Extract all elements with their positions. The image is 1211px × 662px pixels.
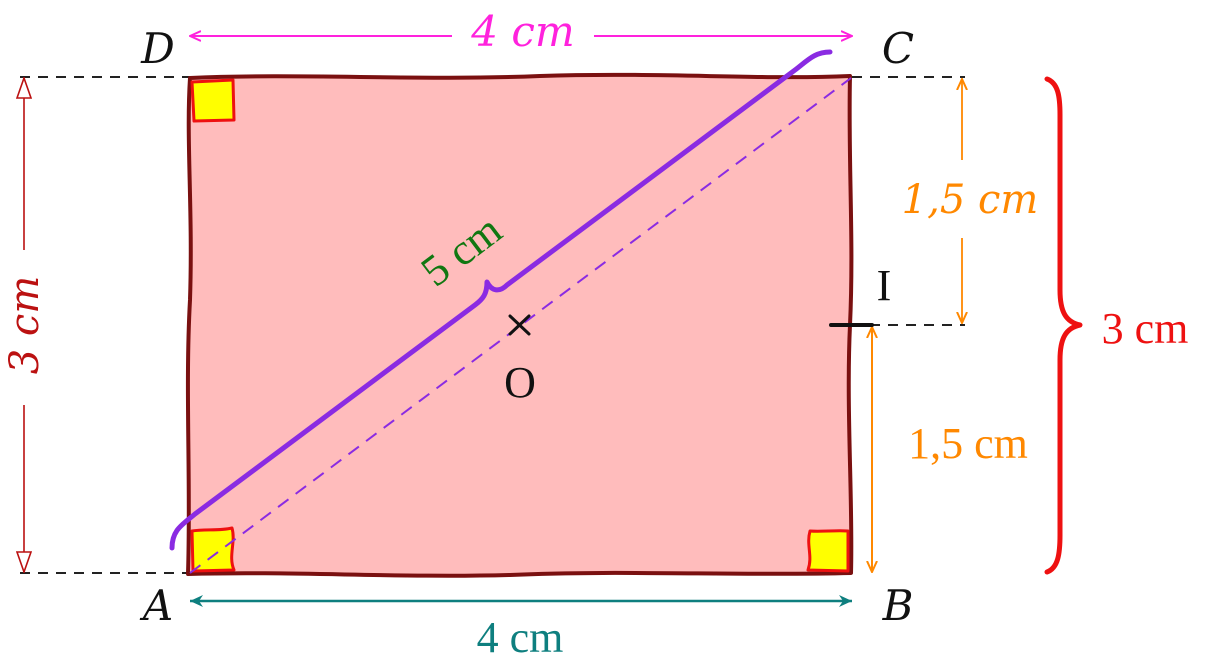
right-dimension-label: 3 cm	[1102, 304, 1189, 353]
right-dimension: 3 cm	[1044, 76, 1189, 575]
top-dimension-label: 4 cm	[470, 7, 574, 56]
right-brace	[1044, 76, 1083, 575]
bottom-dimension-label: 4 cm	[477, 613, 564, 662]
label-i: I	[877, 261, 892, 310]
right-angle-a	[190, 526, 236, 573]
left-dimension-label: 3 cm	[2, 276, 48, 375]
center-cross-stroke-2	[508, 314, 531, 336]
lower-half-label: 1,5 cm	[908, 419, 1028, 468]
label-a: A	[139, 581, 173, 630]
bottom-dimension: 4 cm	[190, 595, 852, 662]
center-point-o	[508, 314, 531, 336]
right-angle-markers	[190, 78, 850, 573]
label-o: O	[504, 358, 536, 407]
extension-lines	[20, 76, 965, 574]
left-dimension: 3 cm	[2, 78, 48, 572]
upper-half-label: 1,5 cm	[902, 177, 1039, 223]
label-d: D	[140, 24, 175, 73]
diagonal-ac	[189, 77, 852, 574]
upper-half-dimension: 1,5 cm	[902, 79, 1039, 323]
top-dimension: 4 cm	[190, 7, 852, 56]
lower-half-dimension: 1,5 cm	[872, 327, 1028, 572]
right-angle-b	[806, 529, 850, 573]
diagonal-brace	[169, 49, 833, 551]
label-c: C	[882, 24, 914, 73]
label-b: B	[882, 581, 914, 630]
right-angle-d	[190, 78, 236, 123]
